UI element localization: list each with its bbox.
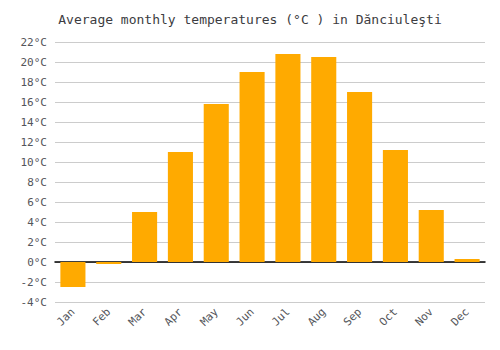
svg-text:4°C: 4°C (27, 216, 47, 229)
svg-text:22°C: 22°C (21, 36, 48, 49)
svg-text:14°C: 14°C (21, 116, 48, 129)
svg-text:Oct: Oct (377, 305, 400, 328)
svg-text:Mar: Mar (126, 305, 149, 328)
svg-text:20°C: 20°C (21, 56, 48, 69)
svg-text:Dec: Dec (448, 305, 471, 328)
svg-text:-4°C: -4°C (21, 296, 48, 309)
svg-text:Jun: Jun (233, 305, 256, 328)
svg-text:Sep: Sep (341, 305, 364, 328)
svg-text:Aug: Aug (305, 305, 328, 328)
svg-text:Jul: Jul (269, 305, 292, 328)
svg-text:18°C: 18°C (21, 76, 48, 89)
svg-text:Average monthly temperatures (: Average monthly temperatures (°C ) in Dă… (58, 12, 442, 27)
svg-text:Nov: Nov (413, 305, 436, 328)
svg-text:Feb: Feb (90, 305, 113, 328)
svg-text:10°C: 10°C (21, 156, 48, 169)
svg-text:8°C: 8°C (27, 176, 47, 189)
svg-text:Jan: Jan (54, 305, 77, 328)
svg-text:Apr: Apr (162, 305, 185, 328)
svg-text:12°C: 12°C (21, 136, 48, 149)
svg-text:May: May (198, 305, 221, 328)
svg-text:0°C: 0°C (27, 256, 47, 269)
svg-text:2°C: 2°C (27, 236, 47, 249)
svg-text:16°C: 16°C (21, 96, 48, 109)
svg-text:6°C: 6°C (27, 196, 47, 209)
svg-text:-2°C: -2°C (21, 276, 48, 289)
